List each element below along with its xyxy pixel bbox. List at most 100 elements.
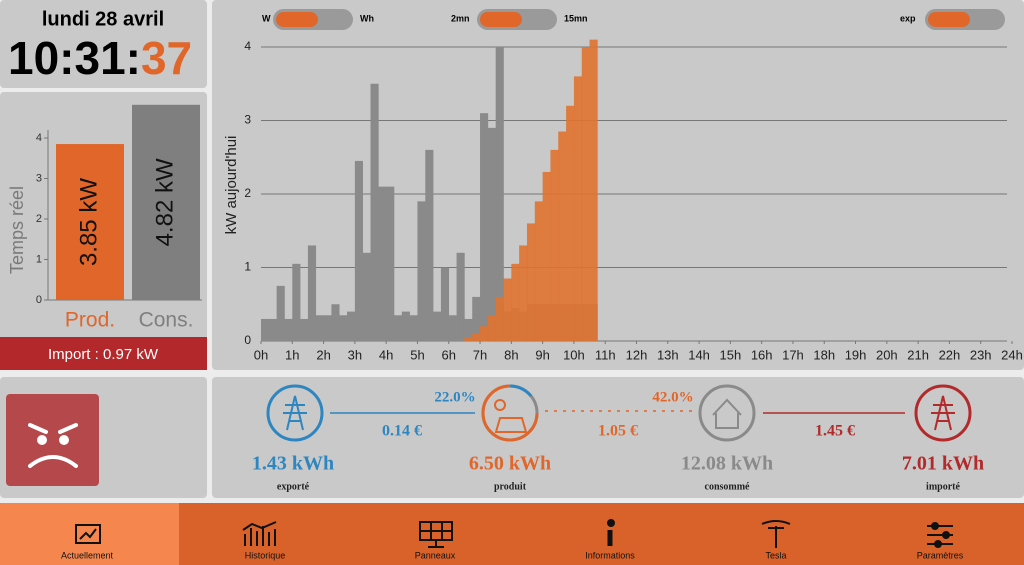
bar — [480, 326, 489, 341]
bar — [386, 186, 395, 341]
y-tick-label: 2 — [36, 213, 42, 225]
bar — [409, 315, 418, 341]
bar — [370, 83, 379, 341]
clock-panel — [0, 0, 207, 88]
flow-value: 12.08 kWh — [681, 453, 773, 475]
flow-percent: 22.0% — [434, 389, 475, 405]
y-axis-label: kW aujourd'hui — [223, 136, 240, 235]
flow-panel — [212, 377, 1024, 498]
bar — [132, 104, 200, 300]
nav-label[interactable]: Panneaux — [415, 550, 456, 560]
bar — [323, 315, 332, 341]
flow-cost: 1.45 € — [815, 423, 855, 440]
y-axis-label: Temps réel — [7, 186, 27, 274]
flow-cost: 1.05 € — [598, 423, 638, 440]
bar — [464, 337, 473, 341]
nav-label[interactable]: Informations — [585, 550, 635, 560]
bar — [425, 149, 434, 341]
flow-value: 7.01 kWh — [902, 453, 984, 475]
x-tick-label: 5h — [410, 347, 424, 362]
bar — [480, 113, 489, 342]
bar — [393, 315, 403, 341]
bar — [558, 131, 567, 341]
nav-label[interactable]: Paramètres — [917, 550, 964, 560]
bar — [347, 311, 356, 341]
bar — [401, 311, 410, 341]
nav-icons — [75, 519, 953, 548]
x-tick-label: 8h — [504, 347, 518, 362]
value-label: 3.85 kW — [75, 178, 102, 266]
bar — [550, 149, 559, 341]
bar — [433, 311, 442, 341]
x-tick-label: 4h — [379, 347, 393, 362]
x-tick-label: 9h — [535, 347, 549, 362]
bar — [362, 252, 371, 341]
bar — [472, 296, 481, 341]
flow-percent: 42.0% — [652, 389, 693, 405]
x-tick-label: 16h — [751, 347, 773, 362]
bar — [354, 160, 363, 341]
bar — [417, 201, 426, 341]
toggle-knob[interactable] — [276, 12, 318, 27]
bar — [566, 105, 575, 341]
bar — [268, 318, 277, 341]
x-tick-label: 13h — [657, 347, 679, 362]
y-tick-label: 4 — [244, 39, 251, 53]
x-tick-label: 12h — [626, 347, 648, 362]
nav-label[interactable]: Tesla — [765, 550, 786, 560]
toggle-label: W — [262, 13, 271, 23]
bar — [472, 333, 481, 341]
y-tick-label: 0 — [36, 294, 42, 306]
nav-label[interactable]: Historique — [245, 550, 286, 560]
category-label: Prod. — [65, 309, 115, 332]
x-tick-label: 17h — [782, 347, 804, 362]
y-tick-label: 4 — [36, 132, 42, 144]
bar — [526, 223, 536, 341]
x-tick-label: 10h — [563, 347, 585, 362]
y-tick-label: 0 — [244, 333, 251, 347]
seconds: 37 — [141, 32, 192, 84]
bar — [581, 47, 590, 341]
flow-cost: 0.14 € — [382, 423, 422, 440]
bar — [542, 171, 551, 341]
flow-value: 1.43 kWh — [252, 453, 334, 475]
flow-label: consommé — [705, 481, 751, 492]
nav-label[interactable]: Actuellement — [61, 550, 114, 560]
toggle-knob[interactable] — [480, 12, 522, 27]
import-label: Import : 0.97 kW — [48, 346, 159, 363]
x-tick-label: 22h — [939, 347, 961, 362]
flow-label: produit — [494, 481, 527, 492]
bar — [292, 263, 301, 341]
bar — [307, 245, 317, 341]
y-tick-label: 1 — [36, 253, 42, 265]
time: 10:31: — [8, 32, 141, 84]
x-tick-label: 7h — [473, 347, 487, 362]
toggle-label: 2mn — [451, 13, 470, 23]
bar — [534, 201, 543, 341]
x-tick-label: 15h — [720, 347, 742, 362]
bar — [300, 318, 309, 341]
bar — [456, 252, 465, 341]
toggle-knob[interactable] — [928, 12, 970, 27]
flow-label: exporté — [277, 481, 310, 492]
import-banner — [0, 337, 207, 370]
flow-label: importé — [926, 481, 960, 492]
nav-active — [0, 503, 179, 565]
category-label: Cons. — [139, 309, 194, 332]
bar — [487, 127, 496, 341]
bar — [339, 315, 348, 341]
bar — [440, 267, 450, 341]
bar — [573, 76, 583, 342]
x-tick-label: 19h — [845, 347, 867, 362]
bar — [331, 304, 340, 341]
y-tick-label: 1 — [244, 260, 251, 274]
bar — [495, 296, 504, 341]
x-tick-label: 6h — [442, 347, 456, 362]
bar — [503, 278, 512, 341]
bar — [378, 186, 387, 341]
toggle-label: 15mn — [564, 13, 588, 23]
x-tick-label: 24h — [1001, 347, 1023, 362]
y-tick-label: 3 — [36, 172, 42, 184]
bar — [284, 318, 293, 341]
